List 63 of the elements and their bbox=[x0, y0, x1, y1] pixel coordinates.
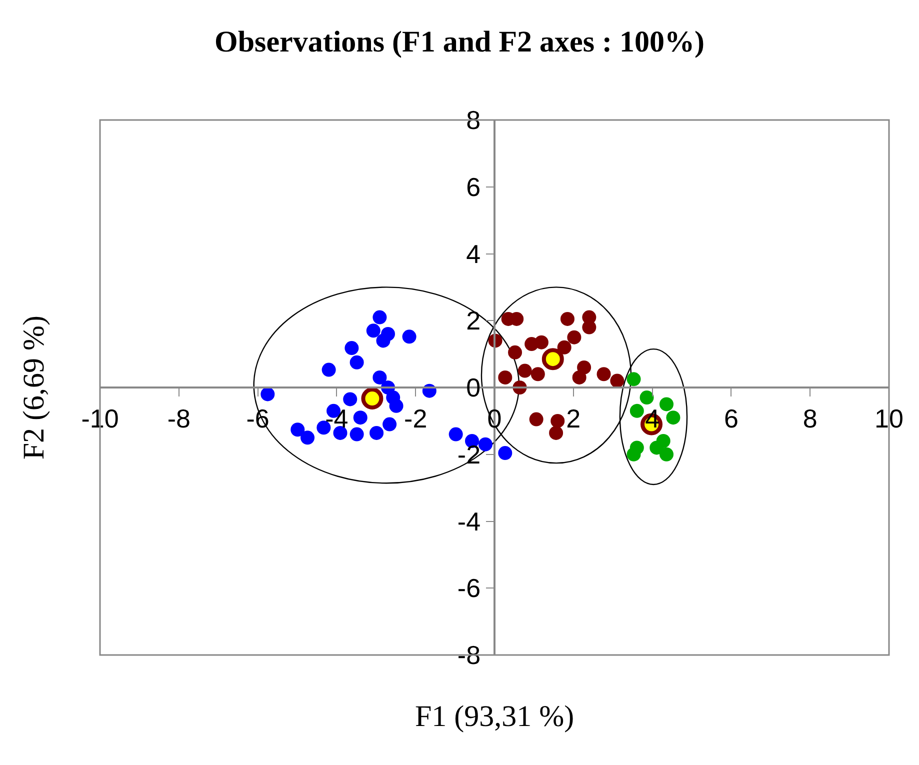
point bbox=[372, 310, 387, 324]
point bbox=[260, 387, 275, 402]
point bbox=[660, 397, 674, 412]
x-tick-label: 0 bbox=[487, 403, 502, 434]
x-tick-label: 10 bbox=[874, 403, 904, 434]
point bbox=[582, 320, 596, 334]
point bbox=[343, 392, 358, 406]
x-tick-label: 2 bbox=[566, 403, 581, 434]
point bbox=[666, 410, 680, 425]
y-tick-label: -6 bbox=[457, 573, 481, 604]
point bbox=[382, 417, 397, 432]
point bbox=[389, 398, 404, 413]
point bbox=[572, 370, 586, 384]
point bbox=[508, 345, 522, 360]
point bbox=[549, 426, 564, 440]
point bbox=[344, 341, 359, 356]
point bbox=[300, 430, 315, 445]
x-tick-label: -8 bbox=[167, 403, 190, 434]
point bbox=[370, 426, 384, 440]
y-tick-label: 2 bbox=[466, 306, 481, 336]
point bbox=[660, 447, 674, 462]
point bbox=[498, 370, 512, 384]
point bbox=[518, 364, 532, 378]
point bbox=[567, 330, 582, 344]
point bbox=[380, 327, 395, 341]
point bbox=[640, 390, 654, 405]
y-tick-label: 6 bbox=[466, 172, 481, 202]
point bbox=[361, 388, 384, 410]
point bbox=[372, 370, 387, 384]
point bbox=[366, 324, 380, 338]
point bbox=[350, 355, 364, 370]
point bbox=[626, 372, 641, 386]
point bbox=[610, 374, 624, 388]
y-tick-label: 0 bbox=[466, 372, 481, 403]
point bbox=[290, 422, 305, 437]
y-tick-label: 4 bbox=[466, 238, 481, 269]
x-axis-title: F1 (93,31 %) bbox=[415, 700, 574, 733]
point bbox=[557, 340, 572, 354]
x-tick-label: -2 bbox=[404, 403, 428, 434]
chart-title: Observations (F1 and F2 axes : 100%) bbox=[214, 26, 704, 59]
y-tick-label: -4 bbox=[457, 506, 481, 536]
y-tick-label: -2 bbox=[457, 439, 481, 470]
point bbox=[542, 348, 564, 370]
point bbox=[650, 440, 664, 455]
point bbox=[402, 330, 416, 344]
x-tick-label: 6 bbox=[724, 403, 738, 434]
point bbox=[630, 404, 644, 418]
point bbox=[596, 367, 611, 382]
point bbox=[550, 414, 565, 428]
point bbox=[626, 447, 641, 462]
point bbox=[530, 367, 545, 382]
x-tick-label: -10 bbox=[81, 403, 119, 434]
x-tick-label: 8 bbox=[802, 403, 818, 434]
point bbox=[350, 427, 364, 442]
y-axis-title: F2 (6,69 %) bbox=[18, 316, 51, 460]
point bbox=[498, 446, 512, 460]
point bbox=[353, 410, 368, 425]
point bbox=[322, 362, 336, 377]
point bbox=[448, 427, 463, 442]
point bbox=[529, 412, 544, 426]
point bbox=[478, 437, 492, 452]
point bbox=[534, 335, 548, 350]
point bbox=[560, 312, 574, 326]
